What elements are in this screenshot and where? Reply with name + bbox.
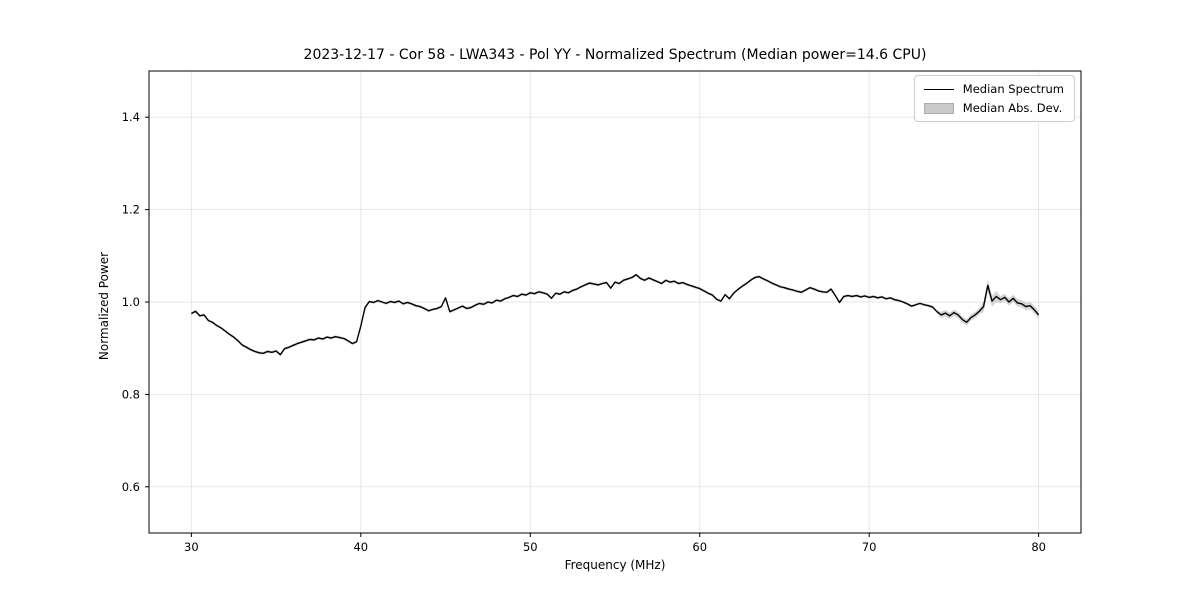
x-tick-label: 30 [184,540,199,554]
x-tick-label: 50 [523,540,538,554]
legend-entry-median-abs-dev: Median Abs. Dev. [923,101,1064,115]
x-tick-label: 60 [692,540,707,554]
axis-ticks: 30 40 50 60 70 80 0.6 0.8 1.0 1.2 1.4 [122,110,1046,554]
x-tick-label: 80 [1031,540,1046,554]
y-tick-label: 1.0 [122,295,140,309]
median-abs-dev-band [191,273,1039,357]
y-tick-label: 0.6 [122,480,140,494]
median-abs-dev-patch-swatch [923,102,954,114]
x-tick-label: 40 [353,540,368,554]
y-tick-label: 1.2 [122,203,140,217]
y-tick-label: 1.4 [122,110,140,124]
legend-label-median-spectrum: Median Spectrum [962,82,1064,96]
y-tick-label: 0.8 [122,387,140,401]
legend-label-median-abs-dev: Median Abs. Dev. [962,101,1063,115]
median-spectrum-line-swatch [923,88,954,90]
chart-title: 2023-12-17 - Cor 58 - LWA343 - Pol YY - … [303,47,927,63]
legend-entry-median-spectrum: Median Spectrum [923,82,1064,96]
x-tick-label: 70 [862,540,877,554]
median-spectrum-line [191,274,1040,356]
x-axis-label: Frequency (MHz) [564,558,666,572]
grid-lines [149,71,1081,533]
legend: Median Spectrum Median Abs. Dev. [913,75,1075,122]
